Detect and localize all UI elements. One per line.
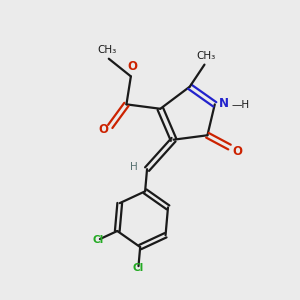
Text: Cl: Cl	[133, 263, 144, 274]
Text: N: N	[219, 97, 229, 110]
Text: O: O	[232, 145, 242, 158]
Text: O: O	[127, 60, 137, 74]
Text: Cl: Cl	[92, 235, 103, 245]
Text: CH₃: CH₃	[196, 51, 216, 61]
Text: CH₃: CH₃	[98, 45, 117, 55]
Text: —H: —H	[232, 100, 250, 110]
Text: O: O	[98, 124, 108, 136]
Text: H: H	[130, 162, 138, 172]
